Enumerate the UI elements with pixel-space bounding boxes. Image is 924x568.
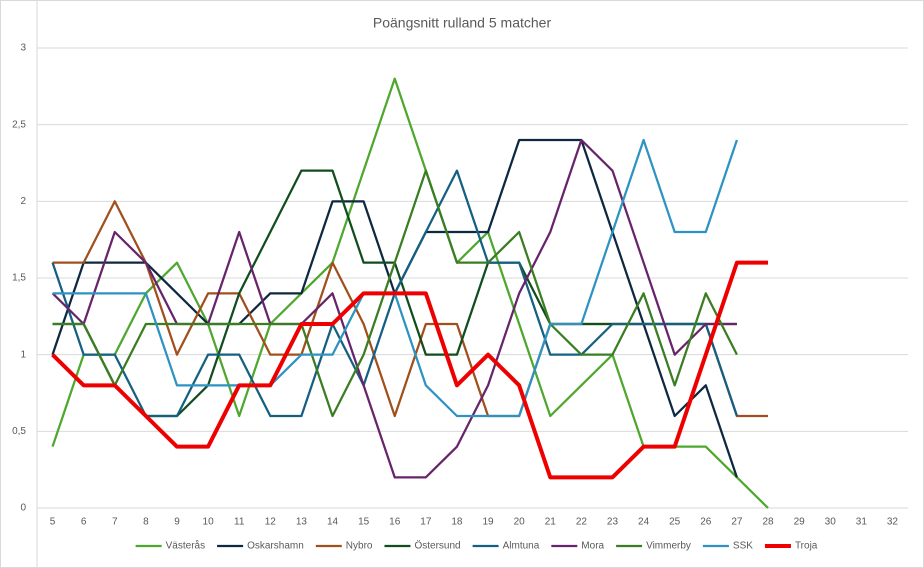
x-tick-label: 5 <box>50 517 56 528</box>
y-tick-label: 0,5 <box>12 426 26 437</box>
x-tick-label: 26 <box>700 517 712 528</box>
x-tick-label: 20 <box>514 517 526 528</box>
x-tick-label: 25 <box>669 517 681 528</box>
x-tick-label: 30 <box>825 517 837 528</box>
x-tick-label: 15 <box>358 517 370 528</box>
x-tick-label: 6 <box>81 517 87 528</box>
series-line <box>52 169 738 418</box>
x-tick-label: 18 <box>451 517 463 528</box>
x-tick-label: 13 <box>296 517 308 528</box>
x-tick-label: 8 <box>143 517 149 528</box>
x-tick-label: 9 <box>174 517 180 528</box>
x-tick-label: 12 <box>265 517 277 528</box>
x-tick-label: 31 <box>856 517 868 528</box>
y-tick-label: 2,5 <box>12 119 26 130</box>
x-tick-label: 19 <box>482 517 494 528</box>
x-tick-label: 10 <box>203 517 215 528</box>
legend-label: Almtuna <box>503 541 540 552</box>
legend-label: Västerås <box>166 540 205 552</box>
y-tick-label: 1,5 <box>12 273 26 284</box>
chart-title: Poängsnitt rulland 5 matcher <box>373 15 552 31</box>
legend-label: SSK <box>733 541 753 552</box>
legend-label: Mora <box>581 541 604 552</box>
y-tick-label: 1 <box>20 349 26 360</box>
x-tick-label: 16 <box>389 517 401 528</box>
legend-label: Vimmerby <box>646 541 691 552</box>
y-tick-label: 2 <box>20 196 26 207</box>
x-tick-label: 28 <box>762 517 774 528</box>
legend-label: Oskarshamn <box>247 541 304 552</box>
legend-label: Troja <box>795 541 818 552</box>
x-tick-label: 7 <box>112 517 118 528</box>
x-tick-label: 11 <box>234 517 245 528</box>
legend-label: Östersund <box>414 540 460 552</box>
x-tick-label: 27 <box>731 517 743 528</box>
x-tick-label: 22 <box>576 517 588 528</box>
x-tick-label: 17 <box>420 517 432 528</box>
series-line <box>51 260 769 480</box>
x-tick-label: 23 <box>607 517 619 528</box>
x-tick-label: 32 <box>887 517 899 528</box>
x-tick-label: 24 <box>638 517 650 528</box>
x-tick-label: 21 <box>545 517 557 528</box>
y-tick-label: 3 <box>20 43 26 54</box>
y-tick-label: 0 <box>20 503 26 514</box>
legend-label: Nybro <box>346 541 373 552</box>
x-tick-label: 14 <box>327 517 339 528</box>
x-tick-label: 29 <box>794 517 806 528</box>
